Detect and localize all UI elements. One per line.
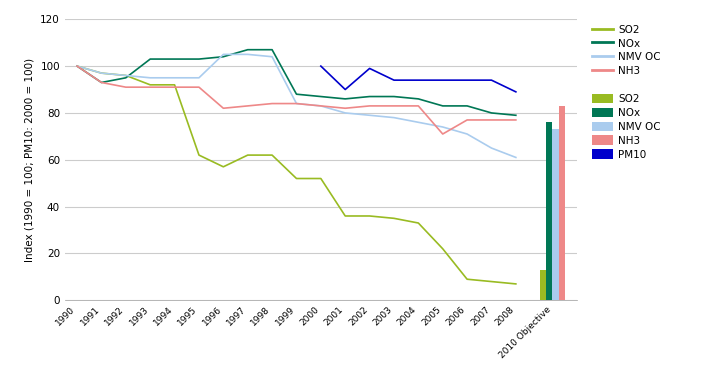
Bar	[552, 129, 559, 300]
Bar	[559, 106, 565, 300]
Bar	[540, 270, 547, 300]
Bar	[547, 122, 552, 300]
Y-axis label: Index (1990 = 100; PM10: 2000 = 100): Index (1990 = 100; PM10: 2000 = 100)	[25, 58, 35, 262]
Legend: SO2, NOx, NMV OC, NH3, , SO2, NOx, NMV OC, NH3, PM10: SO2, NOx, NMV OC, NH3, , SO2, NOx, NMV O…	[592, 25, 661, 159]
